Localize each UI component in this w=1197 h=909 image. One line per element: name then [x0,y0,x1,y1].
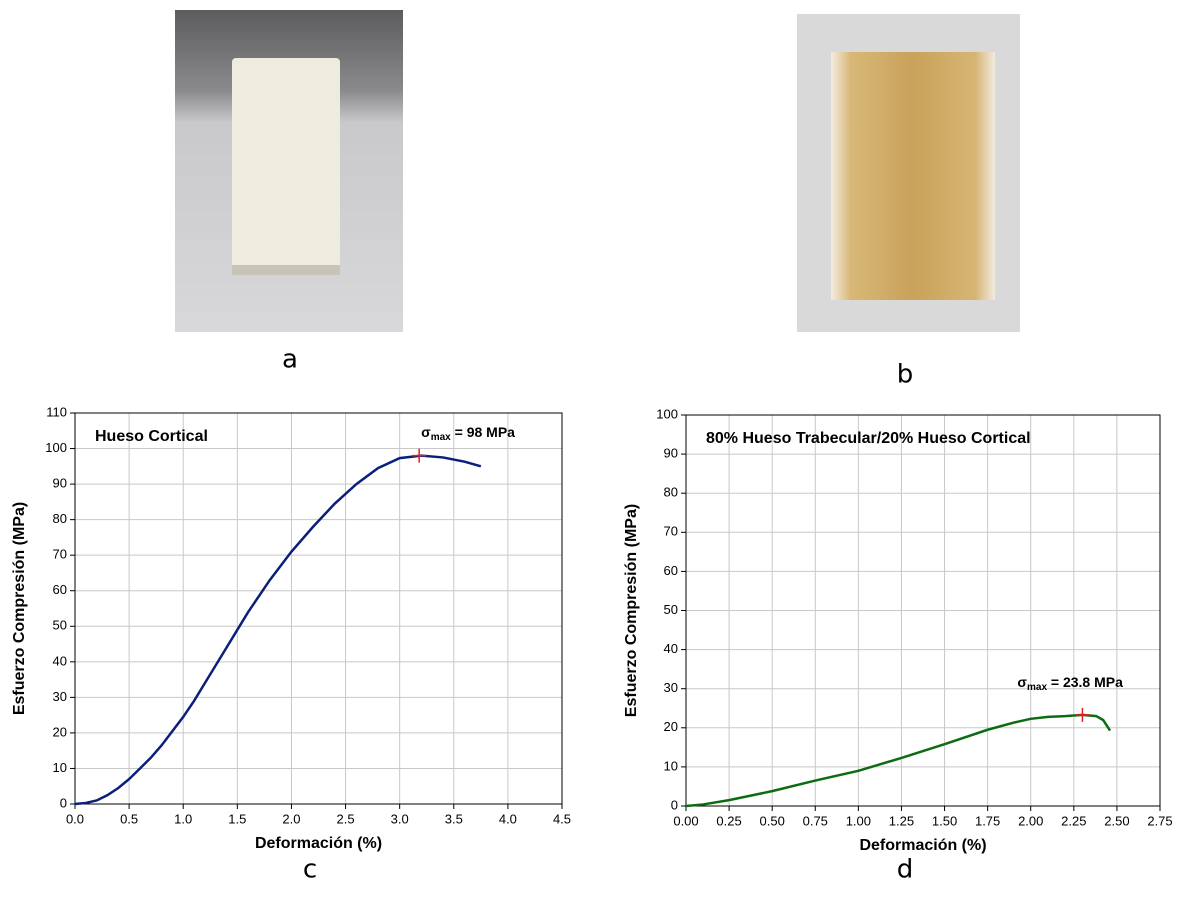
x-axis-label: Deformación (%) [859,837,986,854]
panel-label: a [282,345,298,375]
chart: 0 10 20 30 40 50 60 70 80 90 100 110 0.0 0.5 1.0 1.5 2.0… [11,404,571,852]
y-tick-label: 60 [53,582,67,597]
panel-label: c [303,855,317,885]
y-tick-label: 80 [53,511,67,526]
y-tick-label: 10 [664,758,678,773]
y-tick-label: 80 [664,485,678,500]
y-tick-label: 20 [664,719,678,734]
y-tick-label: 0 [60,795,67,810]
x-tick-label: 0.25 [716,813,741,828]
y-axis-label: Esfuerzo Compresión (MPa) [623,504,640,717]
y-tick-label: 50 [53,618,67,633]
x-tick-label: 0.50 [760,813,785,828]
x-tick-label: 0.00 [673,813,698,828]
y-tick-label: 110 [46,404,67,419]
x-tick-label: 1.75 [975,813,1000,828]
peak-marker [1075,708,1089,722]
y-tick-label: 60 [664,563,678,578]
y-tick-label: 100 [656,406,678,421]
y-tick-label: 30 [53,689,67,704]
data-line [75,456,481,804]
y-tick-label: 90 [664,446,678,461]
x-tick-label: 1.0 [174,811,192,826]
x-tick-label: 4.0 [499,811,517,826]
x-axis-label: Deformación (%) [255,835,382,852]
x-tick-label: 0.5 [120,811,138,826]
y-tick-label: 90 [53,476,67,491]
figure: a b c d 01020304050607080901001100.00.51… [0,0,1197,909]
y-axis-label: Esfuerzo Compresión (MPa) [11,502,28,715]
x-tick-label: 2.25 [1061,813,1086,828]
photo-a [175,10,403,332]
annotation-text: = 98 MPa [451,424,515,440]
x-tick-label: 4.5 [553,811,571,826]
x-tick-label: 2.50 [1104,813,1129,828]
y-tick-label: 40 [664,641,678,656]
y-tick-label: 0 [671,797,678,812]
annotation: σmax = 23.8 MPa [1017,674,1123,693]
photo-b [797,14,1020,332]
x-tick-label: 0.0 [66,811,84,826]
y-tick-label: 20 [53,724,67,739]
chart-title: 80% Hueso Trabecular/20% Hueso Cortical [706,430,1031,447]
annotation-text: = 23.8 MPa [1047,674,1123,690]
x-tick-label: 0.75 [803,813,828,828]
panel-label: d [897,855,914,885]
y-tick-label: 30 [664,680,678,695]
x-tick-label: 3.0 [391,811,409,826]
x-tick-label: 1.50 [932,813,957,828]
annotation-symbol: σ [1017,674,1027,690]
x-tick-label: 1.25 [889,813,914,828]
y-tick-label: 40 [53,653,67,668]
x-tick-label: 2.00 [1018,813,1043,828]
annotation-symbol: σ [421,424,431,440]
y-tick-label: 100 [45,440,67,455]
x-tick-label: 1.5 [228,811,246,826]
panel-label: b [897,360,914,390]
annotation-subscript: max [1027,682,1047,693]
plot-frame [75,413,562,804]
x-tick-label: 1.00 [846,813,871,828]
x-tick-label: 2.0 [282,811,300,826]
y-tick-label: 70 [664,524,678,539]
x-tick-label: 3.5 [445,811,463,826]
annotation-subscript: max [431,432,451,443]
x-tick-label: 2.75 [1147,813,1172,828]
y-tick-label: 50 [664,602,678,617]
x-tick-label: 2.5 [337,811,355,826]
y-tick-label: 10 [53,760,67,775]
chart-title: Hueso Cortical [95,428,208,445]
y-tick-label: 70 [53,547,67,562]
chart: 0 10 20 30 40 50 60 70 80 90 100 0.00 0.25 0.50 0.75 1.… [623,406,1172,854]
data-line [686,715,1110,806]
annotation: σmax = 98 MPa [421,424,515,443]
peak-marker [412,449,426,463]
